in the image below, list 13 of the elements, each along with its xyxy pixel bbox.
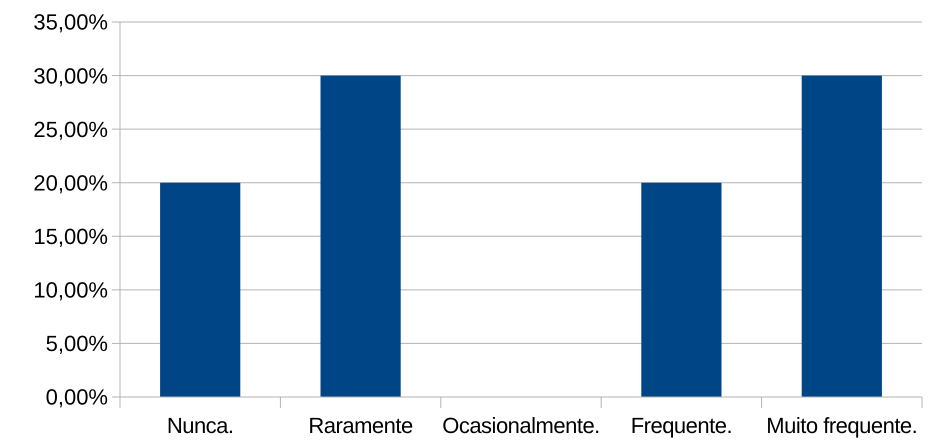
y-tick-label: 5,00% xyxy=(46,331,108,356)
x-tick-label: Muito frequente. xyxy=(766,413,918,438)
y-tick-label: 25,00% xyxy=(33,116,108,142)
x-tick-label: Nunca. xyxy=(166,413,234,438)
x-tick-label: Frequente. xyxy=(630,413,732,438)
y-tick-label: 30,00% xyxy=(33,63,108,88)
y-tick-label: 35,00% xyxy=(33,10,108,35)
y-tick-label: 10,00% xyxy=(33,278,108,303)
y-tick-label: 15,00% xyxy=(33,224,108,249)
y-tick-label: 20,00% xyxy=(33,170,108,196)
y-tick-label: 0,00% xyxy=(46,384,108,410)
x-tick-label: Raramente xyxy=(308,413,414,438)
x-tick-label: Ocasionalmente. xyxy=(442,413,600,438)
